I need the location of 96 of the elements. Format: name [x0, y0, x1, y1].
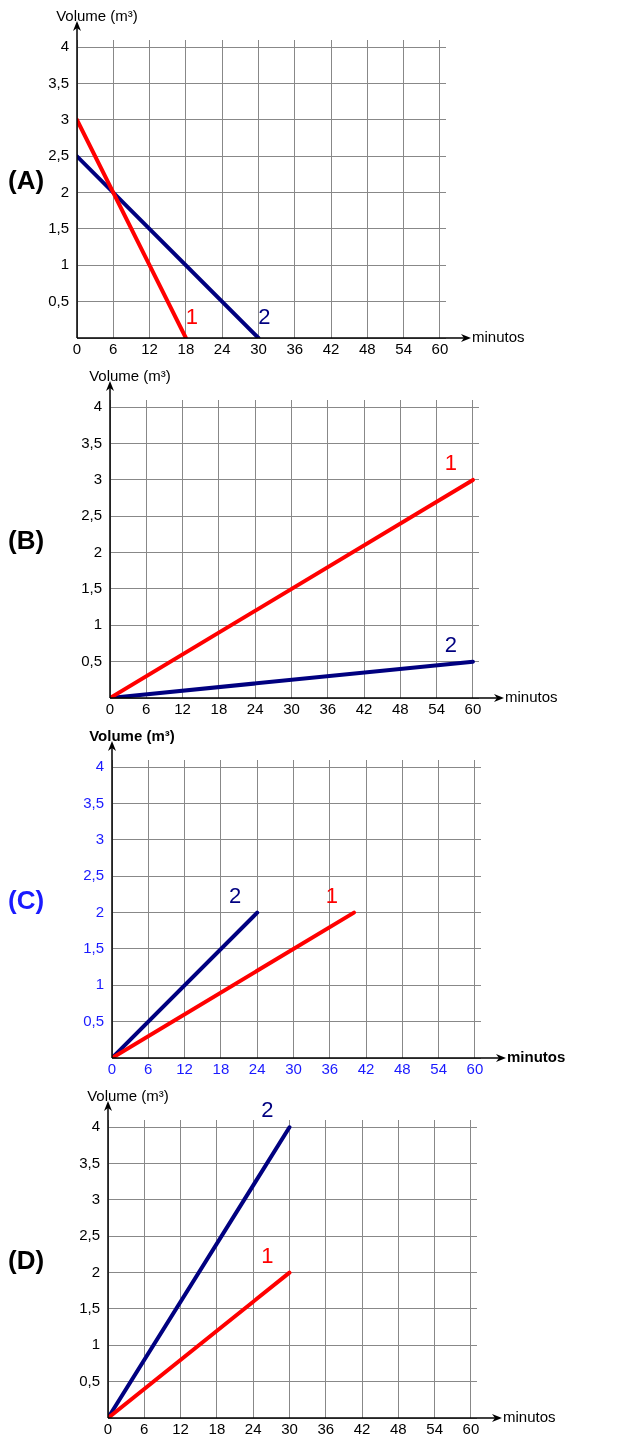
x-tick-label: 42	[353, 1420, 371, 1438]
y-axis-title: Volume (m³)	[89, 366, 171, 384]
x-tick-label: 12	[174, 700, 191, 718]
y-tick-label: 2,5	[83, 866, 104, 884]
series-label: 2	[258, 304, 271, 330]
y-tick-label: 2,5	[48, 146, 69, 164]
y-tick-label: 1	[93, 615, 102, 633]
x-tick-label: 6	[144, 1060, 153, 1078]
y-tick-label: 2	[93, 542, 102, 560]
x-tick-label: 0	[72, 340, 82, 358]
x-tick-label: 12	[176, 1060, 193, 1078]
y-axis-title: Volume (m³)	[89, 726, 175, 744]
x-tick-label: 48	[390, 1420, 407, 1438]
y-tick-label: 0,5	[48, 291, 69, 309]
x-tick-label: 42	[357, 1060, 375, 1078]
x-tick-label: 24	[213, 340, 231, 358]
series-label: 1	[325, 882, 339, 908]
series-label: 1	[444, 450, 458, 476]
y-tick-label: 3	[95, 830, 104, 848]
text: (C)	[8, 885, 45, 916]
y-tick-label: 2	[60, 182, 69, 200]
x-axis-title: minutos	[503, 1408, 556, 1426]
x-tick-label: 54	[430, 1060, 447, 1078]
y-tick-label: 3	[93, 470, 102, 488]
series-label: 2	[444, 631, 458, 657]
series-label: 1	[185, 304, 199, 330]
x-tick-label: 0	[105, 700, 115, 718]
y-tick-label: 3,5	[83, 793, 104, 811]
y-tick-label: 4	[60, 37, 69, 55]
y-tick-label: 0,5	[83, 1011, 104, 1029]
text: (B)	[8, 525, 45, 556]
y-tick-label: 1,5	[83, 939, 104, 957]
x-tick-label: 60	[464, 700, 482, 718]
series-label: 2	[229, 882, 242, 908]
x-tick-label: 30	[250, 340, 267, 358]
y-tick-label: 4	[95, 757, 104, 775]
x-tick-label: 24	[244, 1420, 262, 1438]
y-tick-label: 2,5	[81, 506, 102, 524]
x-tick-label: 24	[246, 700, 264, 718]
x-tick-label: 0	[103, 1420, 113, 1438]
x-axis-title: minutos	[505, 688, 558, 706]
x-tick-label: 60	[466, 1060, 484, 1078]
series-label: 2	[261, 1097, 274, 1123]
y-tick-label: 0,5	[79, 1371, 100, 1389]
text: (A)	[8, 165, 45, 196]
y-tick-label: 2,5	[79, 1226, 100, 1244]
x-tick-label: 12	[172, 1420, 189, 1438]
x-tick-label: 30	[283, 700, 300, 718]
x-tick-label: 48	[394, 1060, 411, 1078]
x-tick-label: 60	[462, 1420, 480, 1438]
y-axis-title: Volume (m³)	[56, 6, 138, 24]
x-axis-title: minutos	[507, 1048, 566, 1066]
x-tick-label: 12	[141, 340, 158, 358]
series-label: 1	[261, 1242, 274, 1268]
y-tick-label: 1	[60, 255, 69, 273]
x-tick-label: 18	[208, 1420, 226, 1438]
x-tick-label: 48	[392, 700, 409, 718]
y-tick-label: 1,5	[81, 579, 102, 597]
text: (D)	[8, 1245, 45, 1276]
x-axis-title: minutos	[472, 328, 525, 346]
y-tick-label: 3	[91, 1190, 100, 1208]
x-tick-label: 0	[107, 1060, 117, 1078]
y-tick-label: 3,5	[48, 73, 69, 91]
x-tick-label: 18	[210, 700, 228, 718]
x-tick-label: 36	[286, 340, 304, 358]
y-tick-label: 3	[60, 110, 69, 128]
x-tick-label: 6	[142, 700, 151, 718]
x-tick-label: 42	[355, 700, 373, 718]
x-tick-label: 54	[426, 1420, 443, 1438]
y-tick-label: 4	[91, 1117, 100, 1135]
x-tick-label: 24	[248, 1060, 266, 1078]
x-tick-label: 36	[319, 700, 337, 718]
x-tick-label: 48	[359, 340, 376, 358]
x-tick-label: 6	[109, 340, 118, 358]
x-tick-label: 60	[431, 340, 449, 358]
x-tick-label: 30	[285, 1060, 302, 1078]
x-tick-label: 42	[322, 340, 340, 358]
y-tick-label: 3,5	[81, 433, 102, 451]
x-tick-label: 18	[177, 340, 195, 358]
y-tick-label: 1,5	[48, 219, 69, 237]
x-tick-label: 54	[395, 340, 412, 358]
y-tick-label: 3,5	[79, 1153, 100, 1171]
y-tick-label: 2	[95, 902, 104, 920]
y-tick-label: 1,5	[79, 1299, 100, 1317]
x-tick-label: 36	[321, 1060, 339, 1078]
y-tick-label: 0,5	[81, 651, 102, 669]
x-tick-label: 6	[140, 1420, 149, 1438]
x-tick-label: 18	[212, 1060, 230, 1078]
y-tick-label: 1	[91, 1335, 100, 1353]
x-tick-label: 30	[281, 1420, 298, 1438]
y-tick-label: 1	[95, 975, 104, 993]
y-axis-title: Volume (m³)	[87, 1086, 169, 1104]
x-tick-label: 36	[317, 1420, 335, 1438]
x-tick-label: 54	[428, 700, 445, 718]
y-tick-label: 4	[93, 397, 102, 415]
y-tick-label: 2	[91, 1262, 100, 1280]
